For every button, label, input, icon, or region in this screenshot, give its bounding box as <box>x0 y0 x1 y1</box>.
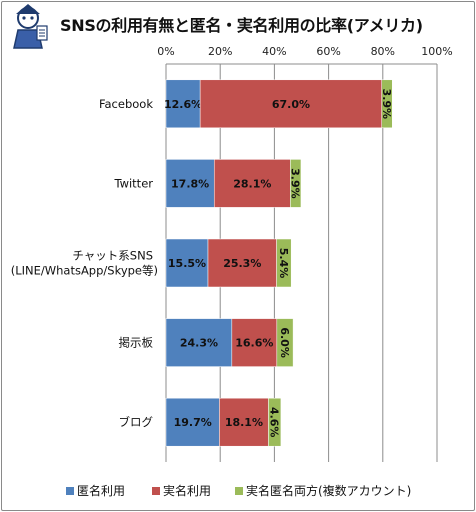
bar-segment <box>290 159 302 208</box>
category-label: Twitter <box>113 176 153 190</box>
legend-label: 実名利用 <box>163 484 212 498</box>
x-tick-label: 60% <box>316 45 340 58</box>
bar-segment <box>199 79 382 129</box>
bar-segment <box>165 79 201 129</box>
bar-segment <box>165 397 220 447</box>
legend-swatch <box>235 486 243 495</box>
legend-item: 実名匿名両方(複数アカウント) <box>235 482 411 499</box>
data-label: 18.1% <box>225 416 263 429</box>
bar-segment <box>276 318 294 367</box>
data-label: 5.4% <box>277 248 290 279</box>
chart-title: SNSの利用有無と匿名・実名利用の比率(アメリカ) <box>60 16 423 35</box>
mascot-icon <box>6 4 54 57</box>
bar-segment <box>231 318 278 367</box>
legend-item: 匿名利用 <box>66 482 125 499</box>
bar-segment <box>276 238 292 288</box>
chart-legend: 匿名利用 実名利用 実名匿名両方(複数アカウント) <box>60 482 460 500</box>
x-tick-label: 100% <box>421 45 452 58</box>
data-label: 3.9% <box>380 89 393 120</box>
x-tick-label: 80% <box>371 45 395 58</box>
data-label: 15.5% <box>168 257 206 270</box>
data-label: 6.0% <box>278 327 291 358</box>
bar-segment <box>165 238 209 288</box>
x-tick-label: 40% <box>262 45 286 58</box>
data-label: 28.1% <box>233 177 271 190</box>
data-label: 3.9% <box>289 168 302 199</box>
data-label: 25.3% <box>223 257 261 270</box>
x-tick-label: 20% <box>208 45 232 58</box>
data-label: 12.6% <box>164 98 202 111</box>
category-label: チャット系SNS (LINE/WhatsApp/Skype等) <box>11 249 158 278</box>
data-label: 4.6% <box>268 407 281 438</box>
x-tick-label: 0% <box>157 45 174 58</box>
bar-segment <box>165 159 215 208</box>
bar-segment <box>213 159 291 208</box>
category-label: Facebook <box>99 97 153 111</box>
data-label: 24.3% <box>180 337 218 350</box>
bar-segment <box>165 318 233 367</box>
legend-item: 実名利用 <box>152 482 211 499</box>
legend-swatch <box>152 486 160 495</box>
data-label: 17.8% <box>171 177 209 190</box>
data-label: 67.0% <box>272 98 310 111</box>
category-label: 掲示板 <box>119 336 154 350</box>
bar-segment <box>219 397 269 447</box>
legend-label: 匿名利用 <box>77 484 126 498</box>
bar-segment <box>381 79 393 129</box>
legend-swatch <box>66 486 74 495</box>
data-label: 19.7% <box>174 416 212 429</box>
bar-segment <box>268 397 282 447</box>
data-label: 16.6% <box>235 337 273 350</box>
legend-label: 実名匿名両方(複数アカウント) <box>246 484 412 498</box>
category-label: ブログ <box>119 415 154 429</box>
